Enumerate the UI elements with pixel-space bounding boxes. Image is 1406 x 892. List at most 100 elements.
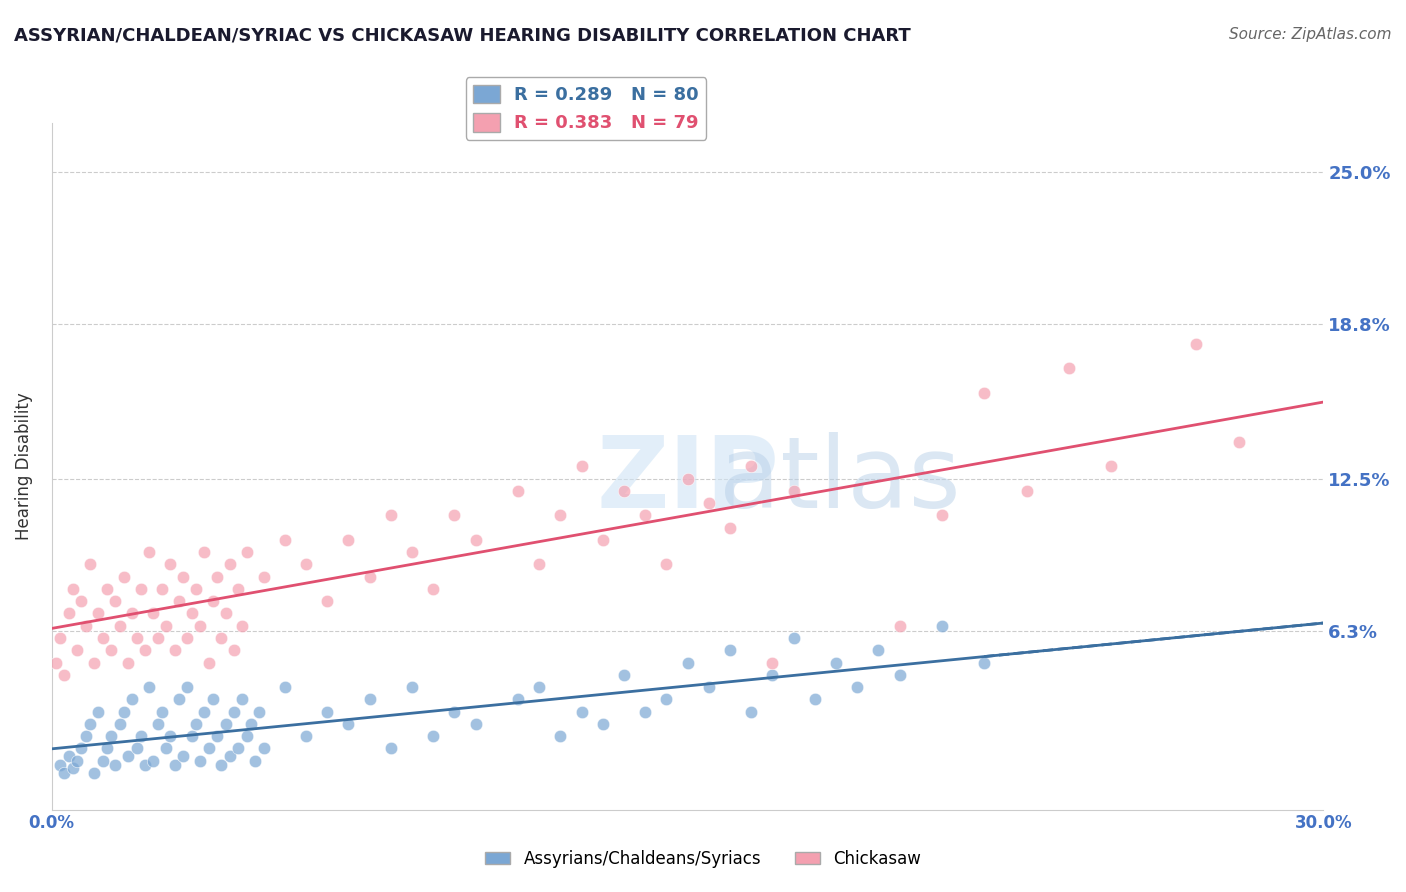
- Point: [529, 680, 551, 694]
- Point: [53, 667, 76, 681]
- Point: [83, 765, 105, 780]
- Point: [592, 716, 614, 731]
- Point: [49, 758, 72, 772]
- Point: [129, 729, 152, 743]
- Point: [197, 741, 219, 756]
- Point: [359, 692, 381, 706]
- Point: [91, 631, 114, 645]
- Point: [235, 545, 257, 559]
- Point: [163, 758, 186, 772]
- Point: [176, 680, 198, 694]
- Point: [973, 656, 995, 670]
- Point: [91, 754, 114, 768]
- Point: [205, 729, 228, 743]
- Point: [184, 716, 207, 731]
- Point: [193, 545, 215, 559]
- Point: [718, 521, 741, 535]
- Point: [45, 656, 67, 670]
- Legend: R = 0.289   N = 80, R = 0.383   N = 79: R = 0.289 N = 80, R = 0.383 N = 79: [465, 78, 706, 140]
- Point: [96, 741, 118, 756]
- Point: [249, 705, 271, 719]
- Point: [79, 716, 101, 731]
- Point: [316, 594, 339, 608]
- Point: [104, 758, 127, 772]
- Point: [121, 692, 143, 706]
- Point: [112, 570, 135, 584]
- Point: [676, 656, 699, 670]
- Point: [96, 582, 118, 596]
- Point: [274, 533, 297, 547]
- Point: [782, 483, 804, 498]
- Point: [240, 716, 263, 731]
- Point: [134, 643, 156, 657]
- Point: [150, 705, 173, 719]
- Point: [138, 545, 160, 559]
- Point: [49, 631, 72, 645]
- Point: [167, 692, 190, 706]
- Point: [79, 558, 101, 572]
- Point: [868, 643, 890, 657]
- Point: [889, 667, 911, 681]
- Point: [1101, 459, 1123, 474]
- Point: [231, 619, 253, 633]
- Point: [62, 761, 84, 775]
- Point: [100, 729, 122, 743]
- Point: [172, 570, 194, 584]
- Point: [138, 680, 160, 694]
- Point: [803, 692, 825, 706]
- Point: [121, 607, 143, 621]
- Point: [58, 748, 80, 763]
- Point: [506, 692, 529, 706]
- Point: [218, 748, 240, 763]
- Point: [188, 619, 211, 633]
- Point: [931, 508, 953, 523]
- Point: [697, 680, 720, 694]
- Point: [337, 533, 360, 547]
- Point: [506, 483, 529, 498]
- Point: [401, 680, 423, 694]
- Point: [380, 508, 402, 523]
- Point: [1057, 361, 1080, 376]
- Point: [889, 619, 911, 633]
- Text: Source: ZipAtlas.com: Source: ZipAtlas.com: [1229, 27, 1392, 42]
- Point: [75, 729, 97, 743]
- Point: [155, 619, 177, 633]
- Point: [740, 705, 762, 719]
- Point: [70, 741, 93, 756]
- Point: [634, 508, 657, 523]
- Point: [550, 729, 572, 743]
- Point: [172, 748, 194, 763]
- Point: [222, 705, 245, 719]
- Point: [274, 680, 297, 694]
- Point: [155, 741, 177, 756]
- Point: [112, 705, 135, 719]
- Point: [337, 716, 360, 731]
- Point: [100, 643, 122, 657]
- Point: [718, 643, 741, 657]
- Point: [295, 729, 318, 743]
- Point: [180, 729, 202, 743]
- Point: [1015, 483, 1038, 498]
- Point: [134, 758, 156, 772]
- Point: [176, 631, 198, 645]
- Point: [146, 716, 169, 731]
- Point: [142, 607, 165, 621]
- Point: [825, 656, 848, 670]
- Point: [231, 692, 253, 706]
- Point: [108, 716, 131, 731]
- Text: ZIP: ZIP: [596, 432, 779, 529]
- Point: [58, 607, 80, 621]
- Point: [108, 619, 131, 633]
- Point: [142, 754, 165, 768]
- Legend: Assyrians/Chaldeans/Syriacs, Chickasaw: Assyrians/Chaldeans/Syriacs, Chickasaw: [478, 844, 928, 875]
- Point: [253, 570, 276, 584]
- Point: [571, 459, 593, 474]
- Point: [422, 582, 444, 596]
- Text: atlas: atlas: [720, 432, 960, 529]
- Point: [973, 386, 995, 401]
- Point: [209, 631, 232, 645]
- Point: [443, 508, 465, 523]
- Point: [75, 619, 97, 633]
- Point: [529, 558, 551, 572]
- Point: [180, 607, 202, 621]
